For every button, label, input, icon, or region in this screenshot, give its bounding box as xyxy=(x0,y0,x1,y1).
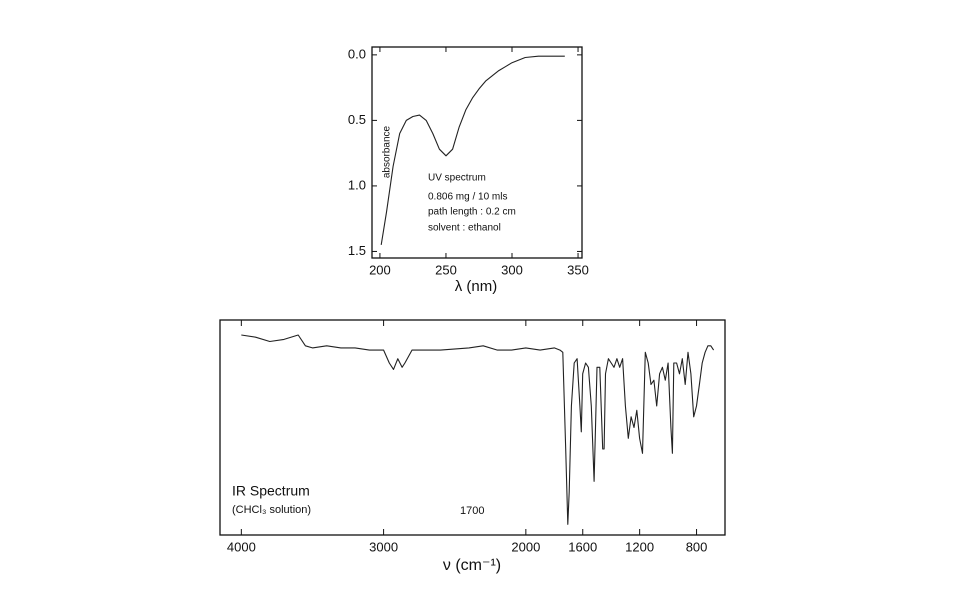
annotation: IR Spectrum xyxy=(232,483,310,499)
y-tick-label: 1.0 xyxy=(348,177,366,192)
annotation: (CHCl₃ solution) xyxy=(232,504,311,516)
annotation: 1700 xyxy=(460,505,484,517)
annotation: 0.806 mg / 10 mls xyxy=(428,192,507,203)
y-tick-label: 0.5 xyxy=(348,112,366,127)
y-tick-label: 0.0 xyxy=(348,46,366,61)
y-tick-label: 1.5 xyxy=(348,243,366,258)
x-tick-label: 200 xyxy=(369,262,391,277)
x-tick-label: 300 xyxy=(501,262,523,277)
x-tick-label: 2000 xyxy=(511,539,540,554)
x-tick-label: 3000 xyxy=(369,539,398,554)
x-tick-label: 350 xyxy=(567,262,589,277)
x-tick-label: 1600 xyxy=(568,539,597,554)
x-tick-label: 250 xyxy=(435,262,457,277)
x-tick-label: 1200 xyxy=(625,539,654,554)
annotation: path length : 0.2 cm xyxy=(428,207,516,218)
x-axis-label: λ (nm) xyxy=(455,278,498,295)
x-axis-label: ν (cm⁻¹) xyxy=(443,557,501,574)
x-tick-label: 800 xyxy=(686,539,708,554)
x-tick-label: 4000 xyxy=(227,539,256,554)
y-axis-label: absorbance xyxy=(382,125,393,178)
annotation: UV spectrum xyxy=(428,173,486,184)
plot-frame xyxy=(371,46,583,259)
annotation: solvent : ethanol xyxy=(428,223,501,234)
plot-frame xyxy=(219,319,726,536)
spectrum-line xyxy=(241,334,715,525)
spectrum-line xyxy=(380,55,565,245)
